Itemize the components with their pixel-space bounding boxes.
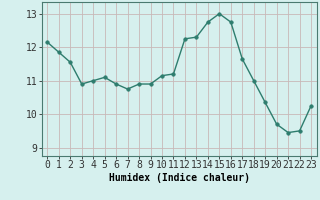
X-axis label: Humidex (Indice chaleur): Humidex (Indice chaleur) bbox=[109, 173, 250, 183]
